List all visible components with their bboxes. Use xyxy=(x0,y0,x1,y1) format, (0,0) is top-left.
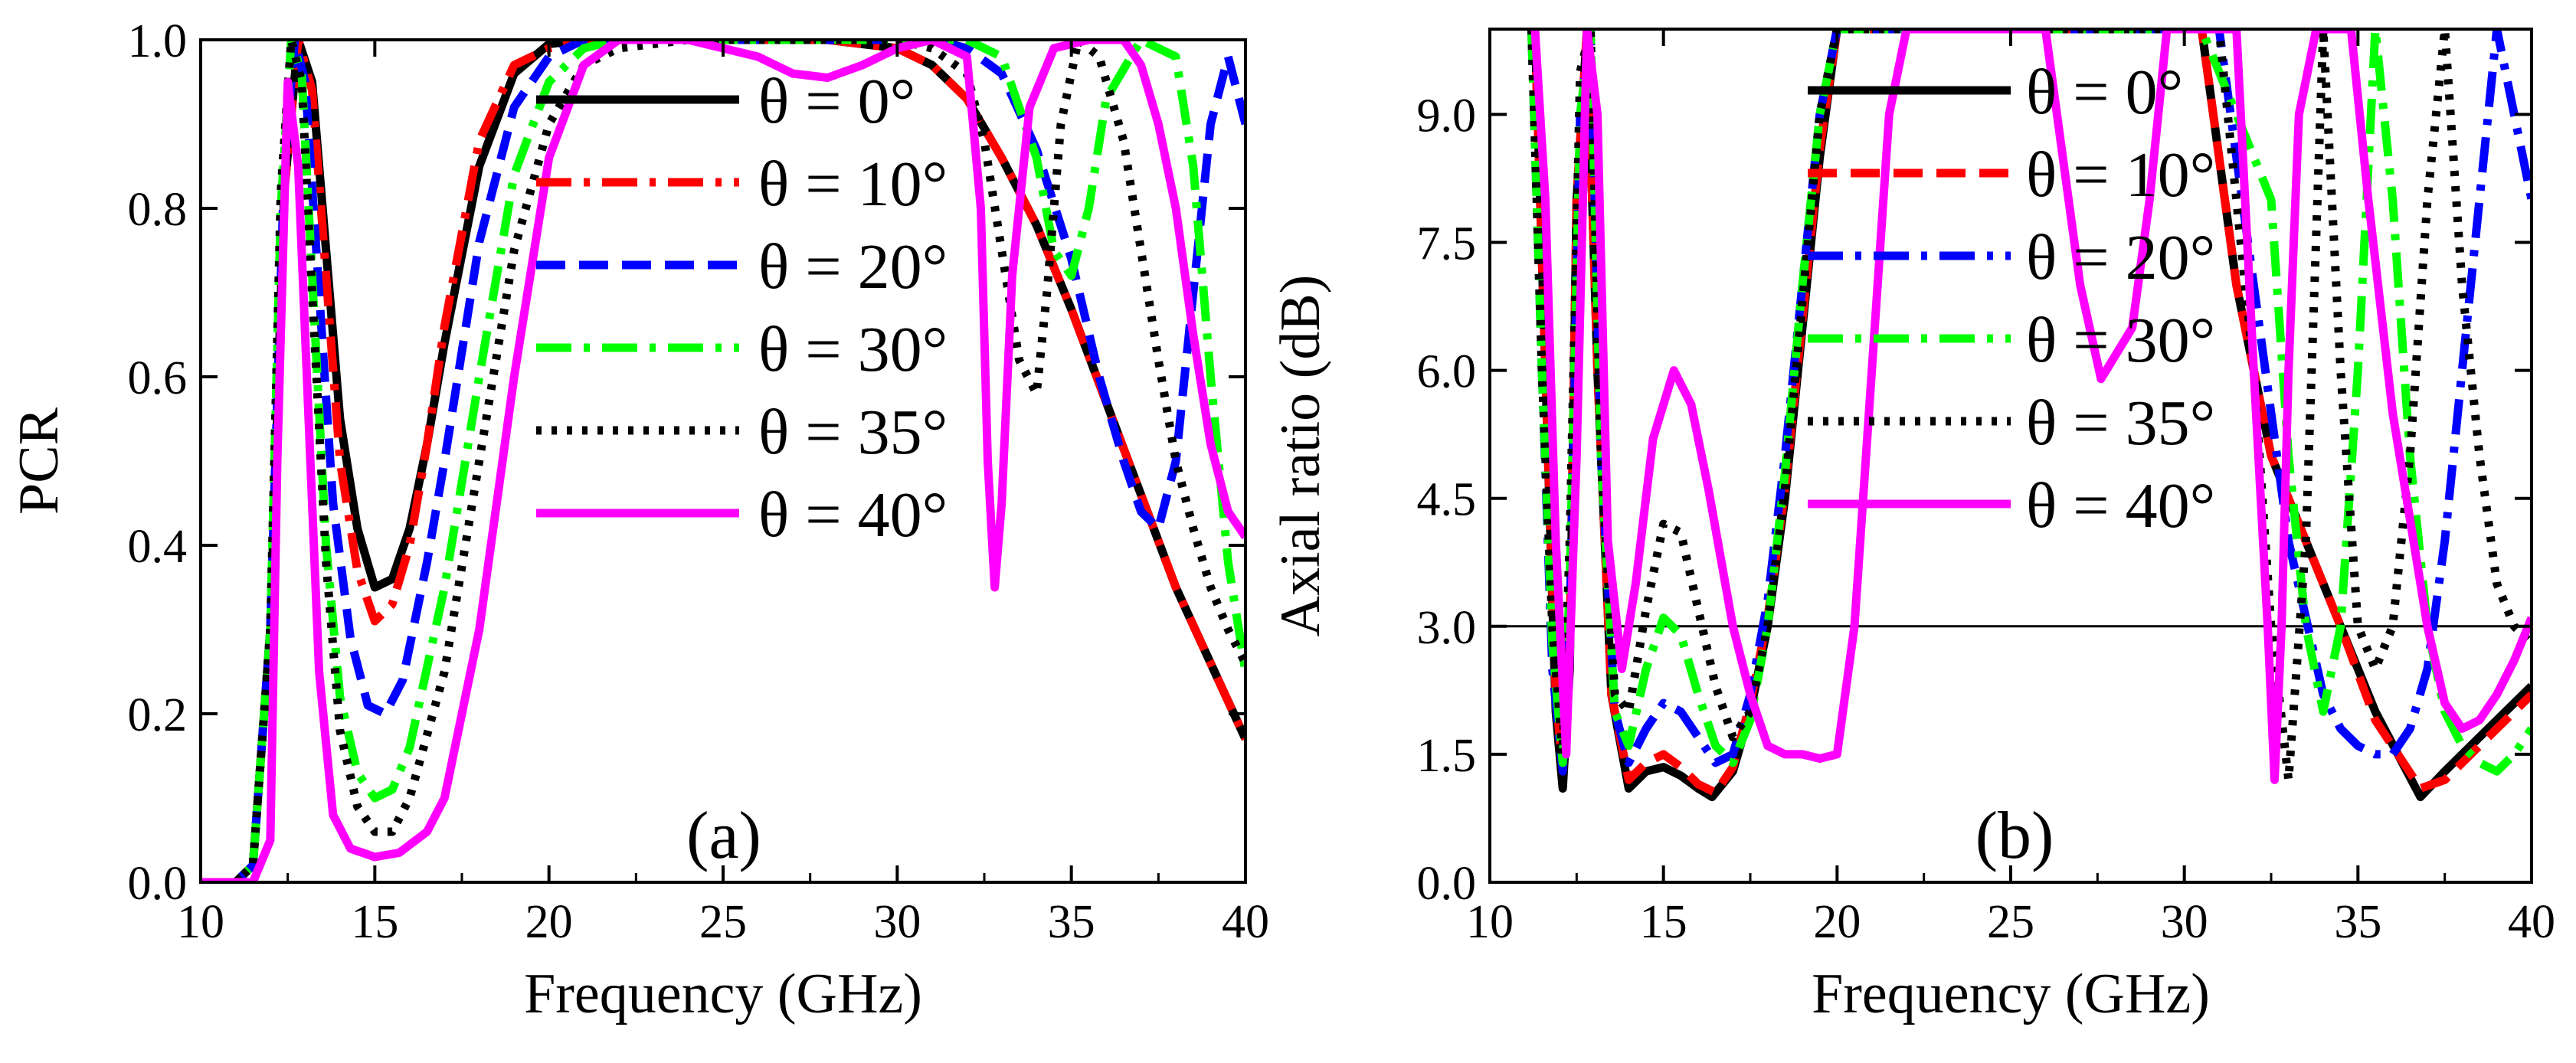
legend-label-5: θ = 40° xyxy=(2026,470,2215,541)
legend-label-1: θ = 10° xyxy=(758,149,948,220)
series-line-5 xyxy=(201,40,1245,882)
legend-label-3: θ = 30° xyxy=(758,314,948,385)
x-tick-label: 15 xyxy=(1640,896,1687,948)
y-tick-label: 0.6 xyxy=(128,352,188,404)
x-tick-label: 30 xyxy=(2161,896,2208,948)
series-line-1 xyxy=(201,40,1245,882)
panel-b-axial-ratio-chart: 10 15 20 25 30 35 40 0.0 1.5 3.0 4.5 6.0 7.5 9.0 Frequ… xyxy=(1269,28,2555,1025)
legend-label-4: θ = 35° xyxy=(2026,388,2215,459)
x-tick-label: 35 xyxy=(2334,896,2381,948)
legend-label-0: θ = 0° xyxy=(2026,57,2183,128)
x-axis-title: Frequency (GHz) xyxy=(524,963,922,1025)
legend-label-0: θ = 0° xyxy=(758,66,915,137)
legend-label-2: θ = 20° xyxy=(2026,222,2215,293)
x-tick-label: 10 xyxy=(1466,896,1514,948)
y-axis-title: PCR xyxy=(8,407,70,515)
y-tick-label: 0.2 xyxy=(128,689,188,741)
x-tick-label: 40 xyxy=(1222,896,1269,948)
legend-label-3: θ = 30° xyxy=(2026,305,2215,376)
panel-a-pcr-chart: 10 15 20 25 30 35 40 0.0 0.2 0.4 0.6 0.8 1.0 Frequenc… xyxy=(8,15,1269,1025)
x-tick-label: 25 xyxy=(699,896,747,948)
y-tick-label: 0.4 xyxy=(128,521,188,573)
series-line-5 xyxy=(1530,29,2532,784)
y-tick-label: 3.0 xyxy=(1417,602,1477,654)
x-tick-label: 40 xyxy=(2508,896,2555,948)
x-tick-label: 30 xyxy=(873,896,921,948)
x-tick-label: 25 xyxy=(1987,896,2034,948)
y-tick-label: 1.5 xyxy=(1417,730,1477,782)
y-tick-label: 0.8 xyxy=(128,184,188,236)
x-tick-label: 15 xyxy=(351,896,398,948)
y-tick-label: 4.5 xyxy=(1417,474,1477,526)
y-tick-label: 0.0 xyxy=(1417,858,1477,910)
x-tick-label: 20 xyxy=(1813,896,1861,948)
series-line-4 xyxy=(1527,29,2532,784)
x-tick-label: 10 xyxy=(177,896,224,948)
panel-label: (a) xyxy=(686,799,761,873)
y-tick-label: 0.0 xyxy=(128,858,188,910)
x-tick-label: 20 xyxy=(525,896,573,948)
y-tick-label: 1.0 xyxy=(128,15,188,67)
panel-label: (b) xyxy=(1975,799,2054,873)
series-line-4 xyxy=(201,40,1245,882)
y-tick-label: 7.5 xyxy=(1417,218,1477,270)
y-tick-label: 9.0 xyxy=(1417,90,1477,142)
legend-label-4: θ = 35° xyxy=(758,397,948,468)
series-line-2 xyxy=(201,40,1245,882)
x-tick-label: 35 xyxy=(1048,896,1095,948)
legend-label-1: θ = 10° xyxy=(2026,139,2215,211)
y-tick-label: 6.0 xyxy=(1417,346,1477,398)
series-line-3 xyxy=(201,40,1245,882)
x-axis-title: Frequency (GHz) xyxy=(1812,963,2210,1025)
y-axis-title: Axial ratio (dB) xyxy=(1269,275,1332,637)
series-line-3 xyxy=(1527,29,2532,776)
legend-label-5: θ = 40° xyxy=(758,479,948,551)
legend-label-2: θ = 20° xyxy=(758,231,948,303)
